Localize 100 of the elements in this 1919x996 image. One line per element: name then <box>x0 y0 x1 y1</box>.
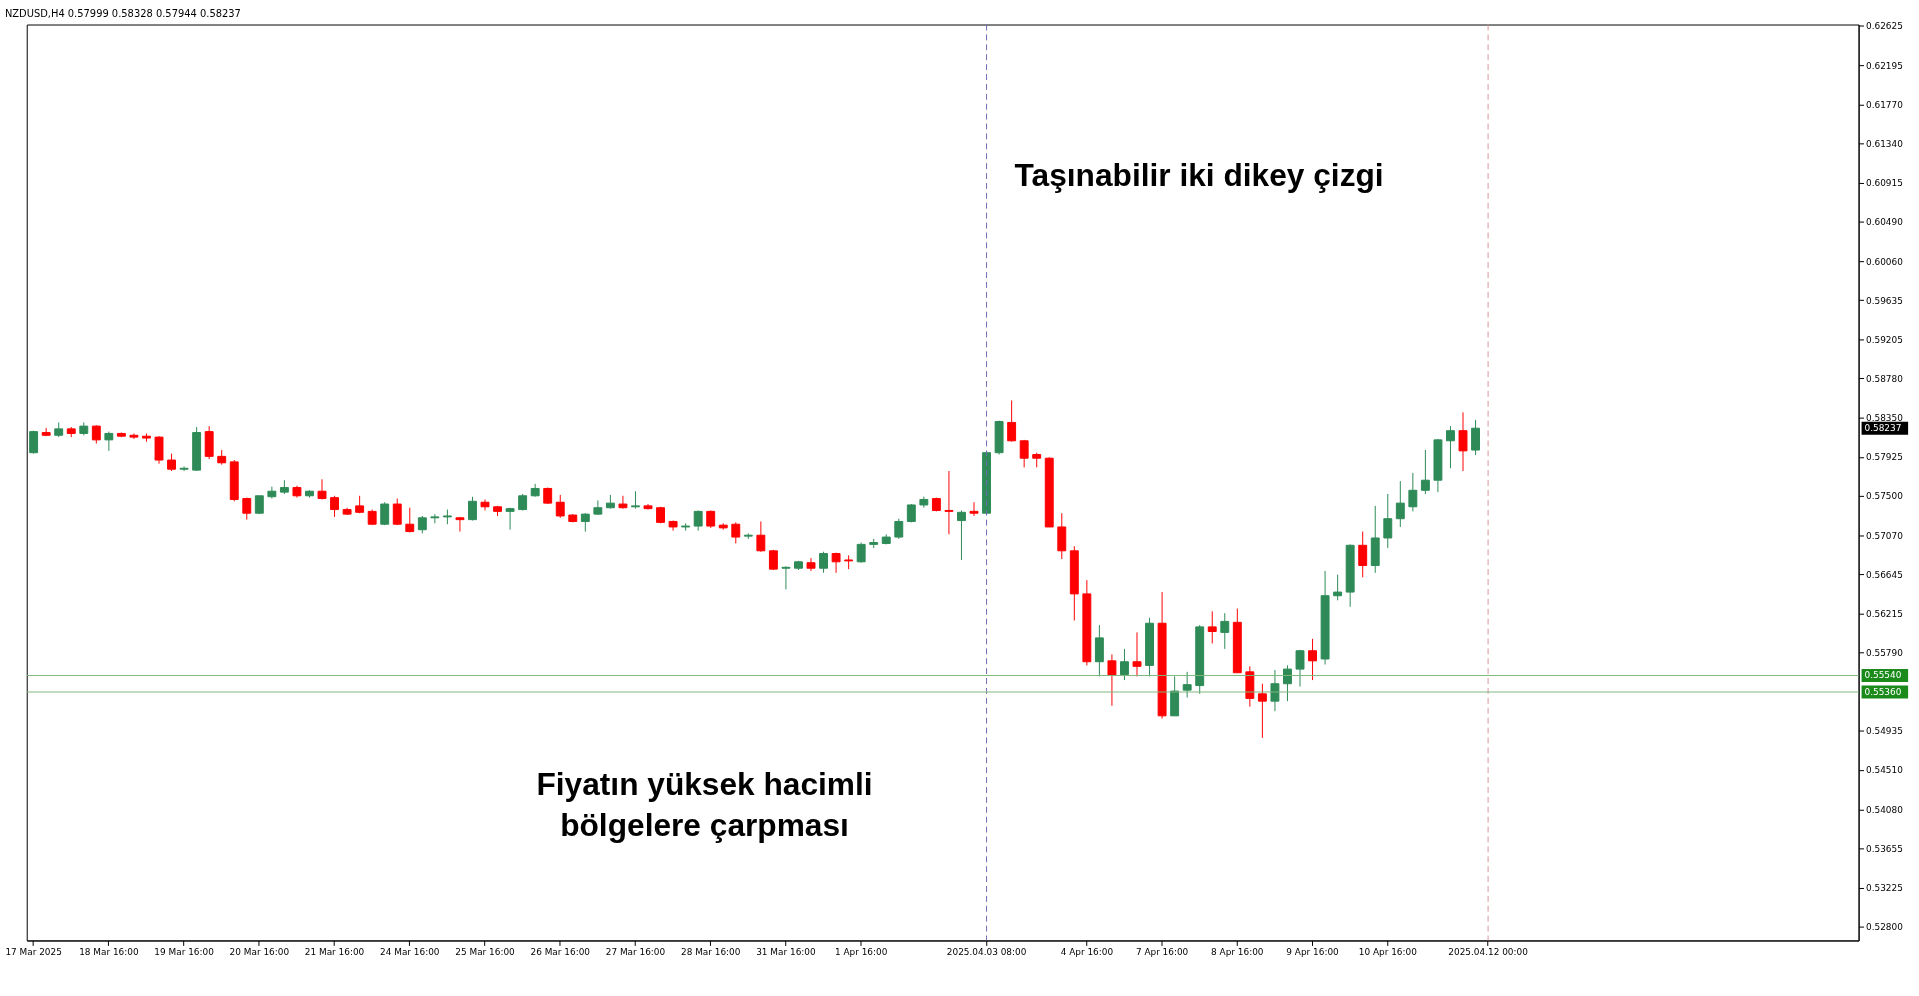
candlestick <box>480 498 490 511</box>
y-tick-label: 0.58350 <box>1866 413 1904 424</box>
y-tick-label: 0.61770 <box>1866 99 1904 110</box>
candlestick <box>593 499 603 516</box>
x-tick-label: 26 Mar 16:00 <box>530 946 591 957</box>
candlestick <box>330 495 340 518</box>
y-tick-label: 0.52800 <box>1866 922 1904 933</box>
x-tick-label: 20 Mar 16:00 <box>229 946 290 957</box>
y-tick-label: 0.56215 <box>1866 609 1903 620</box>
y-tick-label: 0.61340 <box>1866 139 1904 150</box>
annotation: Taşınabilir iki dikey çizgi <box>1014 156 1384 193</box>
candlestick <box>1207 610 1217 644</box>
candlestick <box>693 509 703 532</box>
ref-line-label: 0.55360 <box>1864 686 1902 697</box>
y-tick-label: 0.60915 <box>1866 178 1903 189</box>
candlestick <box>1408 472 1418 512</box>
x-tick-label: 21 Mar 16:00 <box>304 946 365 957</box>
candlestick <box>1395 480 1405 528</box>
candlestick <box>1094 624 1104 677</box>
candlestick <box>405 507 415 533</box>
candlestick <box>806 557 816 572</box>
candlestick <box>618 495 628 510</box>
candlestick <box>957 509 966 561</box>
candlestick <box>555 494 565 519</box>
candlestick <box>179 465 189 472</box>
x-tick-label: 25 Mar 16:00 <box>455 946 516 957</box>
candlestick <box>267 486 277 500</box>
candlestick <box>856 542 866 564</box>
x-tick-label: 19 Mar 16:00 <box>154 946 215 957</box>
candlestick <box>1446 425 1455 469</box>
y-tick-label: 0.57925 <box>1866 452 1903 463</box>
candlestick <box>1182 671 1192 698</box>
candlestick <box>430 513 440 524</box>
y-tick-label: 0.60060 <box>1866 256 1904 267</box>
candlestick <box>1358 531 1368 578</box>
candlestick <box>894 518 904 540</box>
candlestick <box>969 501 979 517</box>
candlestick <box>580 512 590 533</box>
candlestick <box>1420 449 1430 495</box>
candlestick <box>1019 439 1029 468</box>
text: 0.58237 <box>1864 423 1902 434</box>
x-tick-label: 28 Mar 16:00 <box>680 946 741 957</box>
x-tick-label: 31 Mar 16:00 <box>756 946 816 957</box>
candlestick <box>731 521 741 544</box>
x-tick-label: 27 Mar 16:00 <box>605 946 666 957</box>
x-tick-label: 1 Apr 16:00 <box>834 946 888 957</box>
candlestick <box>392 498 402 526</box>
annotation: Fiyatın yüksek hacimli bölgelere çarpması <box>536 765 873 844</box>
candlestick <box>104 431 114 452</box>
candlestick <box>468 496 477 522</box>
candlestick <box>756 520 766 553</box>
x-tick-label: 9 Apr 16:00 <box>1286 946 1340 957</box>
x-tick-label: 2025.04.03 08:00 <box>946 946 1027 957</box>
y-tick-label: 0.62195 <box>1866 60 1903 71</box>
x-tick-label: 24 Mar 16:00 <box>380 946 440 957</box>
y-tick-label: 0.59205 <box>1866 334 1903 345</box>
y-tick-label: 0.53655 <box>1866 843 1903 854</box>
candlestick <box>819 551 829 574</box>
y-tick-label: 0.58780 <box>1866 373 1904 384</box>
candlestick <box>129 432 139 440</box>
x-tick-label: 17 Mar 2025 <box>5 946 62 957</box>
candlestick <box>1057 512 1067 560</box>
ref-line-label: 0.55540 <box>1864 670 1902 681</box>
candlestick <box>944 470 954 535</box>
y-tick-label: 0.60490 <box>1866 217 1904 228</box>
y-tick-label: 0.55790 <box>1866 648 1904 659</box>
candlestick <box>781 565 791 590</box>
y-tick-label: 0.54510 <box>1866 765 1904 776</box>
candlestick <box>1333 574 1343 601</box>
candlestick <box>1220 612 1230 650</box>
candlestick <box>1308 638 1318 681</box>
x-tick-label: 8 Apr 16:00 <box>1211 946 1264 957</box>
candlestick <box>154 435 164 465</box>
x-tick-label: 7 Apr 16:00 <box>1135 946 1189 957</box>
candlestick <box>631 490 640 510</box>
y-tick-label: 0.54080 <box>1866 804 1904 815</box>
y-tick-label: 0.57070 <box>1866 530 1904 541</box>
candlestick <box>1007 399 1017 443</box>
chart-title: NZDUSD,H4 0.57999 0.58328 0.57944 0.58237 <box>4 8 241 19</box>
candlestick <box>1120 648 1129 681</box>
y-tick-label: 0.57500 <box>1866 491 1904 502</box>
y-tick-label: 0.53225 <box>1866 883 1903 894</box>
y-tick-label: 0.62625 <box>1866 21 1903 32</box>
x-tick-label: 10 Apr 16:00 <box>1358 946 1418 957</box>
candlestick <box>1295 649 1305 687</box>
candlestick <box>1107 653 1117 707</box>
candlestick <box>1471 419 1481 456</box>
candlestick <box>1257 683 1267 739</box>
y-tick-label: 0.54935 <box>1866 726 1903 737</box>
candlestick <box>1132 631 1142 677</box>
candlestick <box>1458 411 1468 472</box>
y-tick-label: 0.59635 <box>1866 295 1903 306</box>
candlestick <box>455 516 465 533</box>
candlestick <box>1383 493 1393 549</box>
x-tick-label: 4 Apr 16:00 <box>1060 946 1114 957</box>
x-tick-label: 18 Mar 16:00 <box>79 946 139 957</box>
y-tick-label: 0.56645 <box>1866 569 1903 580</box>
x-tick-label: 2025.04.12 00:00 <box>1448 946 1529 957</box>
candlestick <box>1283 664 1292 702</box>
candlestick <box>91 424 101 445</box>
